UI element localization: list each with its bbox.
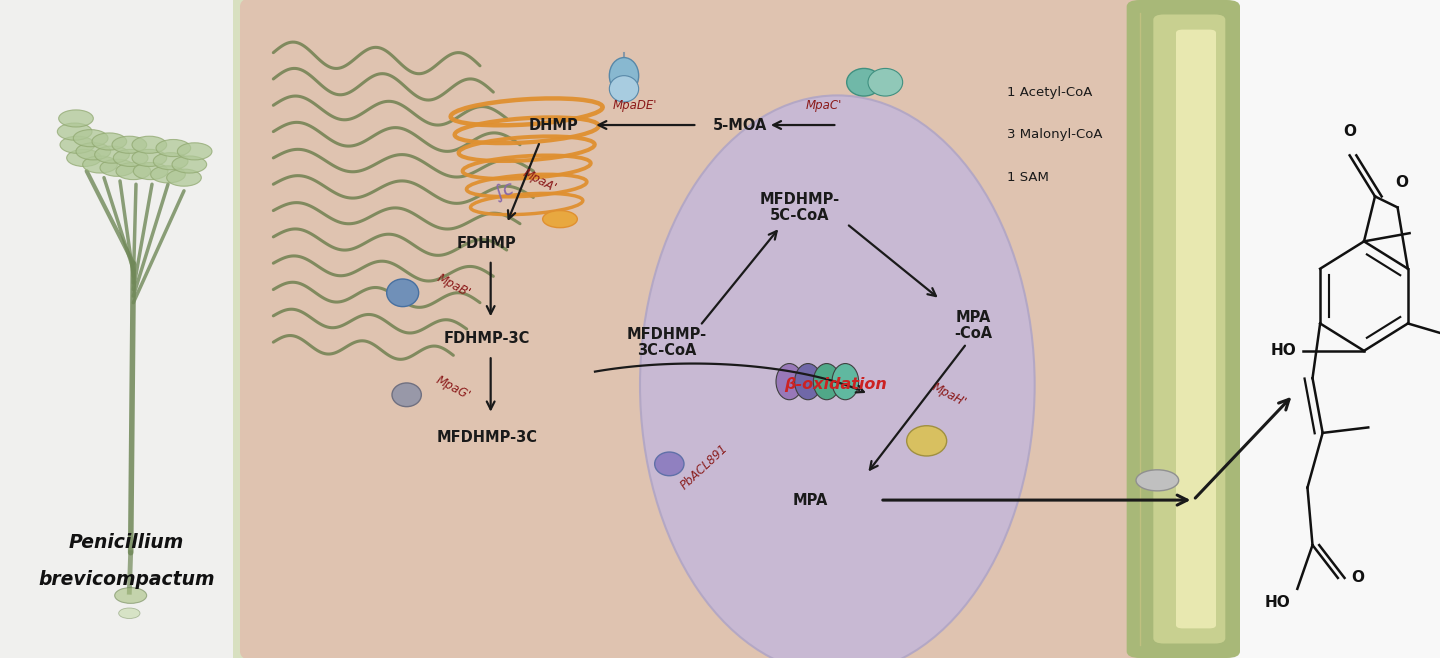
FancyBboxPatch shape (233, 0, 266, 658)
Text: O: O (1395, 175, 1408, 190)
Ellipse shape (832, 363, 858, 400)
Circle shape (171, 156, 207, 173)
Text: brevicompactum: brevicompactum (39, 570, 215, 588)
Text: 3 Malonyl-CoA: 3 Malonyl-CoA (1007, 128, 1102, 141)
Ellipse shape (639, 95, 1035, 658)
Circle shape (167, 169, 202, 186)
Text: MFDHMP-3C: MFDHMP-3C (436, 430, 537, 445)
Text: MpaA': MpaA' (521, 166, 559, 195)
Circle shape (1136, 470, 1179, 491)
Ellipse shape (847, 68, 881, 96)
Circle shape (132, 136, 167, 153)
Ellipse shape (868, 68, 903, 96)
Text: O: O (1351, 570, 1364, 586)
Circle shape (112, 136, 147, 153)
Text: 1 Acetyl-CoA: 1 Acetyl-CoA (1007, 86, 1092, 99)
Text: 1 SAM: 1 SAM (1007, 171, 1048, 184)
Circle shape (118, 608, 140, 619)
Text: DHMP: DHMP (528, 118, 579, 132)
Circle shape (115, 588, 147, 603)
Circle shape (82, 156, 117, 173)
Text: 5-MOA: 5-MOA (713, 118, 768, 132)
FancyBboxPatch shape (1227, 0, 1440, 658)
Circle shape (66, 149, 101, 166)
Circle shape (132, 149, 167, 166)
Circle shape (76, 143, 111, 160)
Circle shape (95, 146, 130, 163)
Ellipse shape (814, 363, 840, 400)
FancyBboxPatch shape (1153, 14, 1225, 644)
Circle shape (156, 139, 190, 157)
Ellipse shape (907, 426, 946, 456)
Ellipse shape (387, 279, 419, 307)
Circle shape (114, 149, 148, 166)
Text: MPA: MPA (793, 493, 828, 507)
Ellipse shape (655, 452, 684, 476)
Ellipse shape (795, 363, 821, 400)
Text: MpaG': MpaG' (433, 374, 472, 403)
Text: MpaDE': MpaDE' (612, 99, 657, 112)
Text: β-oxidation: β-oxidation (785, 378, 887, 392)
Text: MFDHMP-
5C-CoA: MFDHMP- 5C-CoA (760, 191, 840, 223)
Circle shape (153, 153, 189, 170)
Text: FDHMP: FDHMP (456, 236, 517, 251)
Text: HO: HO (1270, 343, 1296, 359)
Text: O: O (1344, 124, 1356, 139)
Circle shape (73, 130, 108, 147)
FancyBboxPatch shape (1126, 0, 1240, 658)
Circle shape (59, 110, 94, 127)
Circle shape (134, 163, 168, 180)
Circle shape (99, 159, 135, 176)
Text: PbACL891: PbACL891 (678, 442, 730, 492)
Ellipse shape (609, 76, 639, 102)
Text: HO: HO (1264, 595, 1290, 611)
Circle shape (177, 143, 212, 160)
Text: MpaC': MpaC' (806, 99, 842, 112)
FancyBboxPatch shape (240, 0, 1166, 658)
FancyBboxPatch shape (0, 0, 261, 658)
Text: ∫c: ∫c (491, 178, 517, 203)
Text: MFDHMP-
3C-CoA: MFDHMP- 3C-CoA (626, 326, 707, 358)
Ellipse shape (776, 363, 802, 400)
Circle shape (543, 211, 577, 228)
Ellipse shape (609, 57, 639, 93)
Circle shape (58, 123, 92, 140)
Text: FDHMP-3C: FDHMP-3C (444, 332, 530, 346)
Text: MPA
-CoA: MPA -CoA (955, 310, 992, 342)
Circle shape (117, 163, 151, 180)
Circle shape (60, 136, 95, 153)
Circle shape (92, 133, 127, 150)
Text: MpaH': MpaH' (930, 380, 969, 409)
Ellipse shape (392, 383, 422, 407)
Text: MpaB': MpaB' (435, 272, 472, 301)
Circle shape (151, 166, 186, 183)
Text: Penicillium: Penicillium (69, 534, 184, 552)
FancyBboxPatch shape (1176, 30, 1215, 628)
